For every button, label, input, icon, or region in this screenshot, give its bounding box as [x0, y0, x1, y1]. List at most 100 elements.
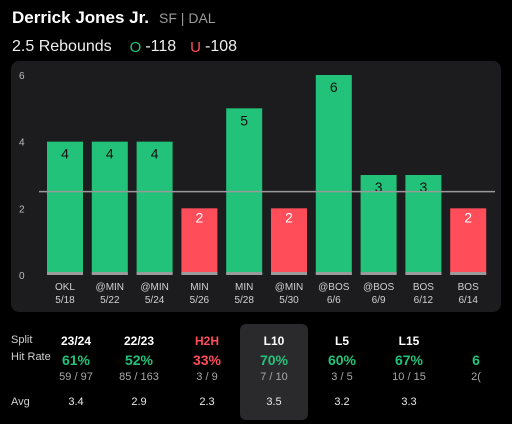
bar-value-label: 3 — [420, 179, 428, 195]
split-name: H2H — [194, 334, 219, 348]
hit-rate-fraction: 3 / 5 — [331, 371, 353, 383]
header: Derrick Jones Jr. SF | DAL 2.5 Rebounds … — [12, 8, 251, 56]
x-tick-date: 5/28 — [234, 295, 254, 306]
under-odds-value: -108 — [205, 38, 238, 55]
bar-4[interactable]: 5 MIN 5/28 — [226, 108, 263, 306]
split-name: 22/23 — [123, 334, 155, 348]
x-tick-date: 5/18 — [55, 295, 75, 306]
bar-value-label: 5 — [240, 112, 248, 128]
hit-rate-fraction: 10 / 15 — [392, 371, 426, 383]
over-odds-value: -118 — [145, 38, 177, 55]
x-tick-opponent: MIN — [235, 282, 253, 293]
bar-value-label: 4 — [106, 146, 114, 162]
x-tick-opponent: OKL — [55, 282, 75, 293]
bar-chart: 0 2 4 6 4 OKL 5/18 4 @MIN 5/22 4 @MIN 5/24 2 MIN 5/26 5 M… — [19, 71, 495, 306]
player-name: Derrick Jones Jr. — [12, 8, 150, 27]
bar-2[interactable]: 4 @MIN 5/24 — [136, 141, 173, 306]
bar-baseline — [226, 272, 263, 275]
prop-line: 2.5 Rebounds O -118 U -108 — [12, 38, 251, 56]
average-value: 2.9 — [131, 396, 147, 408]
stat-column-partial[interactable]: 6 2( — [442, 324, 510, 420]
bar-value-label: 2 — [464, 209, 472, 225]
x-tick-opponent: @MIN — [275, 282, 303, 293]
x-tick-opponent: BOS — [458, 282, 479, 293]
hit-rate-percent: 52% — [124, 352, 154, 368]
hit-rate-percent: 67% — [394, 352, 424, 368]
hit-rate-fraction: 7 / 10 — [260, 371, 288, 383]
bar-baseline — [47, 272, 83, 275]
hit-rate-label: Hit Rate — [11, 351, 51, 363]
bar-7[interactable]: 3 @BOS 6/9 — [360, 175, 397, 306]
hit-rate-fraction: 85 / 163 — [119, 371, 159, 383]
x-tick-opponent: @MIN — [96, 282, 124, 293]
x-tick-date: 6/12 — [414, 295, 434, 306]
x-tick-date: 5/24 — [145, 295, 165, 306]
x-tick-opponent: @MIN — [140, 282, 168, 293]
x-tick-opponent: MIN — [190, 282, 208, 293]
hit-rate-fraction: 3 / 9 — [196, 371, 218, 383]
under-odds[interactable]: U -108 — [190, 38, 237, 56]
x-tick-date: 5/26 — [190, 295, 210, 306]
average-value: 3.3 — [401, 396, 417, 408]
bar-baseline — [450, 272, 487, 275]
bar-9[interactable]: 2 BOS 6/14 — [450, 208, 487, 306]
x-tick-date: 6/6 — [327, 295, 341, 306]
hit-rate-percent: 60% — [327, 352, 357, 368]
split-label: Split — [11, 334, 33, 346]
stats-table: Split Hit Rate Avg 23/24 61% 59 / 97 3.4 22/… — [0, 322, 512, 424]
team-info: SF | DAL — [159, 10, 216, 26]
bar-6[interactable]: 6 @BOS 6/6 — [315, 75, 352, 306]
hit-rate-fraction: 2( — [471, 371, 481, 383]
stat-column-l5[interactable]: L5 60% 3 / 5 3.2 — [308, 324, 376, 420]
average-value: 3.5 — [266, 396, 282, 408]
x-tick-date: 6/14 — [458, 295, 478, 306]
stat-column-22-23[interactable]: 22/23 52% 85 / 163 2.9 — [105, 324, 173, 420]
bar-baseline — [360, 272, 397, 275]
prop-label: 2.5 Rebounds — [12, 38, 112, 55]
y-tick-4: 4 — [19, 138, 25, 149]
bar-rect[interactable] — [271, 208, 307, 275]
average-value: 3.2 — [334, 396, 350, 408]
stat-column-h2h[interactable]: H2H 33% 3 / 9 2.3 — [173, 324, 241, 420]
bar-baseline — [271, 272, 307, 275]
stat-column-23-24[interactable]: 23/24 61% 59 / 97 3.4 — [42, 324, 110, 420]
x-tick-date: 6/9 — [372, 295, 386, 306]
bar-value-label: 4 — [151, 146, 159, 162]
over-icon: O — [129, 38, 142, 56]
split-name: L5 — [334, 334, 349, 348]
bar-baseline — [181, 272, 218, 275]
bar-8[interactable]: 3 BOS 6/12 — [405, 175, 442, 306]
hit-rate-percent: 61% — [61, 352, 91, 368]
bar-5[interactable]: 2 @MIN 5/30 — [271, 208, 307, 306]
bar-rect[interactable] — [47, 141, 83, 275]
stat-column-l15[interactable]: L15 67% 10 / 15 3.3 — [375, 324, 443, 420]
bar-value-label: 6 — [330, 79, 338, 95]
x-tick-opponent: @BOS — [318, 282, 350, 293]
stat-column-l10[interactable]: L10 70% 7 / 10 3.5 — [240, 324, 308, 420]
player-line: Derrick Jones Jr. SF | DAL — [12, 8, 251, 28]
bar-rect[interactable] — [450, 208, 487, 275]
bar-rect[interactable] — [181, 208, 218, 275]
bar-baseline — [315, 272, 352, 275]
bar-baseline — [136, 272, 173, 275]
x-tick-opponent: @BOS — [363, 282, 395, 293]
split-name: L10 — [263, 334, 285, 348]
bar-3[interactable]: 2 MIN 5/26 — [181, 208, 218, 306]
chart-panel: 0 2 4 6 4 OKL 5/18 4 @MIN 5/22 4 @MIN 5/24 2 MIN 5/26 5 M… — [11, 61, 501, 312]
bar-rect[interactable] — [315, 75, 352, 275]
split-name: 23/24 — [60, 334, 92, 348]
bar-1[interactable]: 4 @MIN 5/22 — [91, 141, 128, 306]
bar-rect[interactable] — [136, 141, 173, 275]
x-tick-opponent: BOS — [413, 282, 434, 293]
bar-value-label: 3 — [375, 179, 383, 195]
bar-baseline — [405, 272, 442, 275]
bar-rect[interactable] — [91, 141, 128, 275]
hit-rate-percent: 33% — [192, 352, 222, 368]
avg-label: Avg — [11, 396, 30, 408]
hit-rate-percent: 6 — [472, 352, 480, 368]
over-odds[interactable]: O -118 — [130, 38, 177, 56]
bar-value-label: 4 — [61, 146, 69, 162]
under-icon: U — [190, 38, 201, 56]
average-value: 3.4 — [68, 396, 84, 408]
bar-0[interactable]: 4 OKL 5/18 — [47, 141, 83, 306]
